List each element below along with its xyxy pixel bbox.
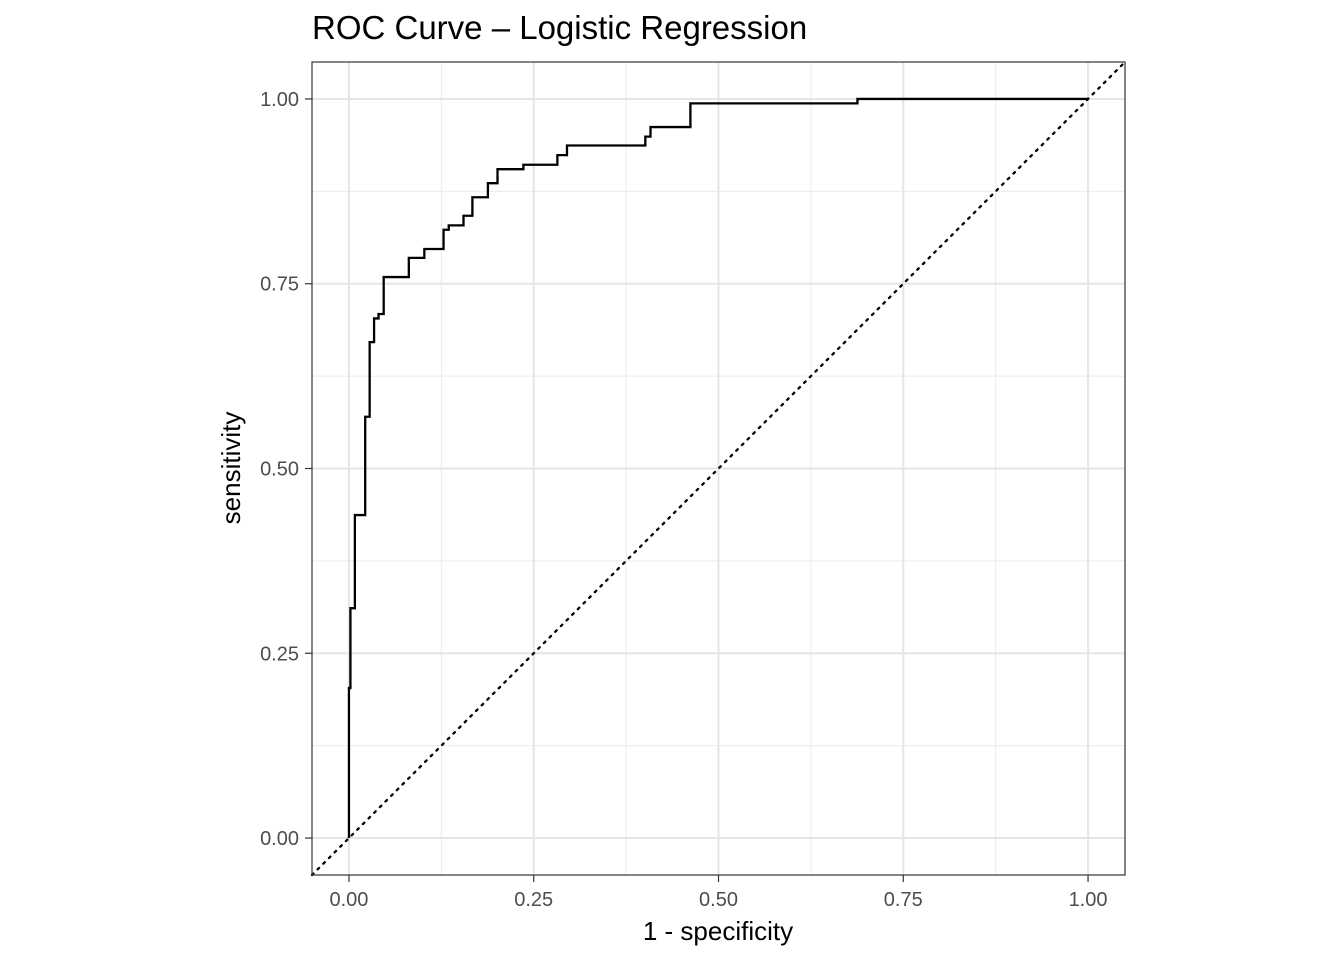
x-axis: 0.00 0.25 0.50 0.75 1.00 (329, 875, 1108, 911)
y-tick-label: 0.50 (260, 459, 299, 481)
x-tick-label: 0.00 (329, 889, 368, 911)
y-tick-label: 0.00 (260, 828, 299, 850)
y-tick-label: 0.75 (260, 274, 299, 296)
x-tick-label: 0.50 (699, 889, 738, 911)
y-axis: 0.00 0.25 0.50 0.75 1.00 (260, 89, 312, 850)
roc-curve-line (347, 97, 1089, 839)
x-axis-title: 1 - specificity (643, 916, 793, 946)
y-tick-label: 0.25 (260, 643, 299, 665)
x-tick-label: 0.25 (514, 889, 553, 911)
y-tick-label: 1.00 (260, 89, 299, 111)
y-axis-title: sensitivity (216, 412, 246, 525)
chart-title: ROC Curve – Logistic Regression (312, 9, 807, 46)
x-tick-label: 0.75 (884, 889, 923, 911)
series-layer (310, 60, 1127, 877)
reference-diagonal-line (310, 60, 1127, 877)
x-tick-label: 1.00 (1069, 889, 1108, 911)
